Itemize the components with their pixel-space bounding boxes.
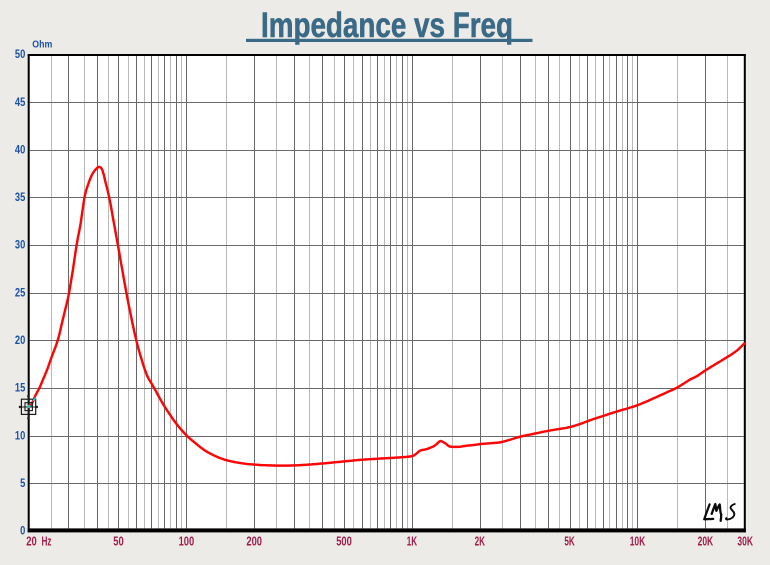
svg-text:100: 100 [179, 534, 195, 549]
svg-text:40: 40 [15, 142, 26, 156]
svg-text:30: 30 [15, 238, 26, 252]
svg-text:50: 50 [15, 47, 26, 61]
svg-text:25: 25 [15, 285, 26, 299]
svg-text:0: 0 [20, 524, 25, 538]
svg-text:20: 20 [26, 534, 36, 549]
svg-text:45: 45 [15, 95, 26, 109]
svg-text:2K: 2K [475, 534, 486, 549]
svg-text:50: 50 [113, 534, 123, 549]
svg-text:15: 15 [15, 381, 26, 395]
svg-text:5K: 5K [564, 534, 575, 549]
svg-text:1K: 1K [407, 534, 418, 549]
svg-text:20: 20 [15, 333, 26, 347]
svg-text:10K: 10K [630, 534, 646, 549]
svg-text:200: 200 [246, 534, 262, 549]
svg-text:30K: 30K [737, 534, 753, 549]
svg-text:5: 5 [20, 476, 25, 490]
svg-text:Impedance vs Freq: Impedance vs Freq [261, 6, 513, 45]
svg-text:500: 500 [336, 534, 352, 549]
svg-text:Ohm: Ohm [32, 39, 52, 51]
svg-text:10: 10 [15, 428, 26, 442]
svg-text:35: 35 [15, 190, 26, 204]
svg-text:Hz: Hz [42, 534, 52, 549]
svg-text:20K: 20K [698, 534, 714, 549]
